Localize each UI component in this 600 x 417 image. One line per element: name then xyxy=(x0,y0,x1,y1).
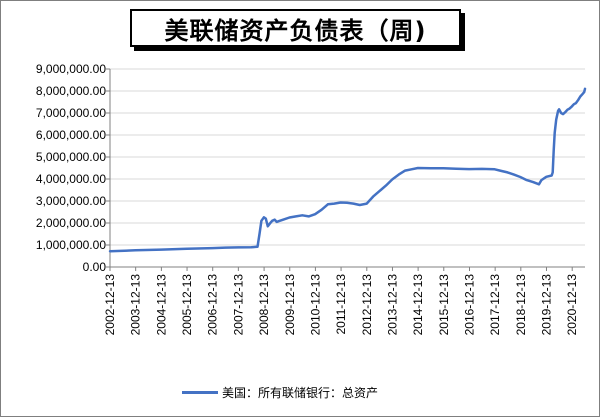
x-tick-label: 2009-12-13 xyxy=(283,274,297,336)
y-tick-label: 4,000,000.00 xyxy=(36,172,106,186)
x-tick-label: 2017-12-13 xyxy=(488,274,502,336)
y-tick-label: 1,000,000.00 xyxy=(36,238,106,252)
y-tick-label: 3,000,000.00 xyxy=(36,194,106,208)
series-line xyxy=(108,87,587,253)
y-axis-labels: 0.00 1,000,000.00 2,000,000.00 3,000,000.00… xyxy=(36,62,106,274)
axes xyxy=(106,68,585,271)
chart-svg: 0.00 1,000,000.00 2,000,000.00 3,000,000.00… xyxy=(36,62,587,336)
y-tick-label: 6,000,000.00 xyxy=(36,128,106,142)
x-axis-labels: 2002-12-13 2003-12-13 2004-12-13 2005-12-13… xyxy=(103,274,579,336)
x-tick-label: 2014-12-13 xyxy=(411,274,425,336)
title-box: 美联储资产负债表（周) xyxy=(130,9,461,47)
x-tick-label: 2013-12-13 xyxy=(385,274,399,336)
y-tick-label: 5,000,000.00 xyxy=(36,150,106,164)
grid-lines xyxy=(110,68,585,246)
y-tick-label: 7,000,000.00 xyxy=(36,106,106,120)
series-group xyxy=(108,87,587,253)
x-tick-label: 2008-12-13 xyxy=(257,274,271,336)
x-tick-label: 2016-12-13 xyxy=(463,274,477,336)
x-tick-label: 2010-12-13 xyxy=(308,274,322,336)
x-tick-label: 2012-12-13 xyxy=(360,274,374,336)
legend: 美国：所有联储银行：总资产 xyxy=(182,384,378,400)
x-tick-label: 2011-12-13 xyxy=(334,274,348,335)
y-tick-label: 9,000,000.00 xyxy=(36,62,106,76)
x-tick-label: 2015-12-13 xyxy=(437,274,451,336)
x-tick-label: 2020-12-13 xyxy=(565,274,579,336)
y-tick-label: 2,000,000.00 xyxy=(36,216,106,230)
x-tick-label: 2019-12-13 xyxy=(539,274,553,336)
x-tick-label: 2006-12-13 xyxy=(206,274,220,336)
x-tick-label: 2002-12-13 xyxy=(103,274,117,336)
y-tick-label: 8,000,000.00 xyxy=(36,84,106,98)
chart-title: 美联储资产负债表（周) xyxy=(164,16,427,45)
legend-label: 美国：所有联储银行：总资产 xyxy=(222,385,379,400)
x-tick-label: 2018-12-13 xyxy=(514,274,528,336)
x-tick-label: 2007-12-13 xyxy=(231,274,245,336)
y-tick-label: 0.00 xyxy=(83,260,107,274)
x-tick-label: 2003-12-13 xyxy=(129,274,143,336)
legend-swatch xyxy=(182,390,218,394)
x-tick-label: 2005-12-13 xyxy=(180,274,194,336)
x-tick-label: 2004-12-13 xyxy=(154,274,168,336)
